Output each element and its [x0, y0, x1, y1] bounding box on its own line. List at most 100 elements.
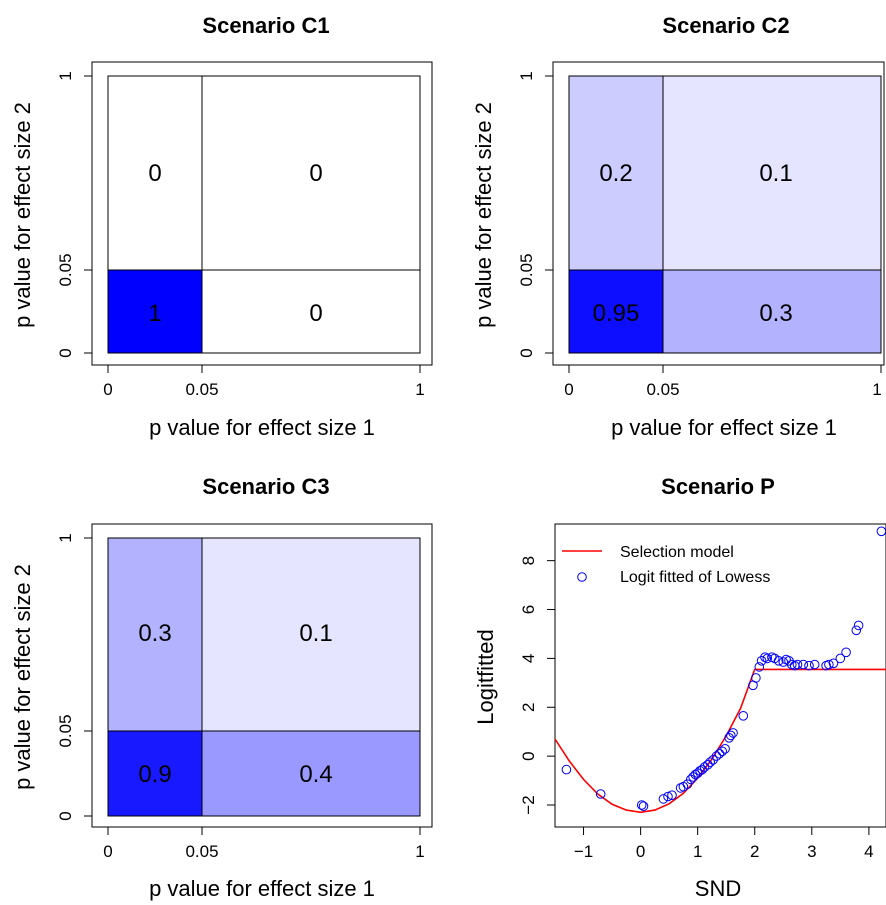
cell-low-low — [107, 269, 203, 354]
x-tick-label: 0 — [103, 380, 112, 399]
y-axis-label: p value for effect size 2 — [10, 564, 35, 790]
cell-value-label: 0.4 — [299, 761, 332, 788]
x-tick-label: 0.05 — [185, 380, 218, 399]
y-tick-label: 1 — [56, 71, 75, 80]
x-tick-label: 4 — [864, 842, 873, 861]
x-axis: −1 0 1 2 3 4 — [574, 826, 874, 861]
lowess-point — [828, 658, 839, 669]
y-axis-label: p value for effect size 2 — [471, 102, 496, 328]
y-axis-label: Logitfitted — [473, 629, 498, 724]
cell-value-label: 0.95 — [593, 300, 640, 327]
lowess-point — [756, 656, 767, 666]
y-tick-label: 0.05 — [517, 253, 536, 286]
lowess-point — [751, 673, 761, 683]
x-axis — [568, 364, 882, 373]
chart-title: Scenario C2 — [662, 13, 789, 38]
x-axis-label: p value for effect size 1 — [149, 415, 375, 440]
cell-high-high — [201, 75, 421, 271]
lowess-point — [728, 728, 738, 738]
chart-title: Scenario P — [661, 474, 775, 499]
legend-label: Selection model — [620, 544, 734, 561]
x-tick-label: 0 — [636, 842, 645, 861]
y-tick-label: 0 — [517, 348, 536, 357]
x-axis — [107, 364, 421, 373]
y-tick-label: −2 — [519, 795, 538, 814]
cell-value-label: 0 — [309, 160, 322, 187]
lowess-point — [697, 764, 708, 775]
y-axis-label: p value for effect size 2 — [10, 102, 35, 328]
selection-model-line — [554, 668, 886, 814]
x-tick-label: 1 — [415, 842, 424, 861]
cell-value-label: 1 — [148, 300, 161, 327]
lowess-point — [773, 656, 784, 666]
lowess-point — [658, 794, 669, 804]
lowess-point — [714, 748, 725, 759]
cell-low-low — [568, 269, 664, 354]
x-tick-label: 0 — [103, 842, 112, 861]
y-axis: −2 0 2 4 6 8 — [519, 556, 556, 815]
y-tick-label: 6 — [519, 605, 538, 614]
lowess-point — [703, 759, 713, 770]
x-tick-label: 0.05 — [646, 380, 679, 399]
x-tick-label: 0 — [564, 380, 573, 399]
x-axis — [107, 826, 421, 835]
x-tick-label: 0.05 — [185, 842, 218, 861]
y-tick-label: 2 — [519, 703, 538, 712]
selection-model-curve — [554, 668, 886, 814]
lowess-point — [778, 657, 789, 667]
heatmap-cells — [107, 537, 421, 817]
cell-value-label: 0.3 — [138, 620, 171, 647]
x-tick-label: 1 — [872, 380, 881, 399]
lowess-point — [726, 730, 736, 741]
lowess-point — [792, 659, 803, 670]
lowess-point — [851, 625, 862, 636]
lowess-point — [699, 762, 710, 772]
cell-high-high — [662, 75, 882, 271]
x-tick-label: 1 — [415, 380, 424, 399]
y-tick-label: 0 — [56, 811, 75, 820]
heatmap-cells — [107, 75, 421, 354]
legend: Selection model Logit fitted of Lowess — [562, 544, 770, 586]
lowess-point — [809, 659, 820, 670]
cell-low-high — [568, 75, 664, 271]
panel-scenario-p: Scenario P −1 0 1 2 3 4 −2 0 2 4 6 8 Selection mod… — [473, 474, 886, 901]
lowess-point — [561, 764, 572, 775]
y-tick-label: 8 — [519, 556, 538, 565]
lowess-point — [738, 711, 749, 721]
lowess-point — [760, 652, 770, 663]
panel-scenario-c3: Scenario C3 0.9 0.4 0.3 0.1 0 0.05 1 p v… — [10, 474, 433, 901]
lowess-point — [636, 800, 647, 810]
cell-low-low — [107, 730, 203, 817]
lowess-point — [705, 757, 716, 768]
y-axis — [84, 75, 93, 354]
lowess-point — [638, 801, 649, 812]
lowess-points — [561, 526, 886, 812]
lowess-point — [853, 620, 864, 631]
lowess-point — [663, 791, 673, 802]
lowess-point — [720, 744, 730, 754]
lowess-point — [762, 653, 773, 664]
y-tick-label: 0 — [519, 751, 538, 760]
y-axis — [84, 537, 93, 817]
lowess-point — [667, 790, 677, 801]
y-tick-label: 0.05 — [56, 714, 75, 747]
chart-title: Scenario C1 — [202, 13, 329, 38]
chart-title: Scenario C3 — [202, 474, 329, 499]
cell-value-label: 0 — [309, 300, 322, 327]
panel-scenario-c2: Scenario C2 0.95 0.3 0.2 0.1 0 0.05 1 p … — [471, 13, 885, 440]
x-tick-label: 2 — [750, 842, 759, 861]
cell-value-label: 0 — [148, 160, 161, 187]
lowess-point — [682, 779, 693, 790]
lowess-point — [798, 659, 809, 670]
y-tick-label: 1 — [517, 71, 536, 80]
legend-label: Logit fitted of Lowess — [620, 569, 770, 586]
lowess-point — [841, 647, 851, 658]
lowess-point — [876, 526, 886, 537]
cell-high-low — [201, 730, 421, 817]
y-tick-label: 4 — [519, 654, 538, 663]
cell-value-label: 0.2 — [599, 160, 632, 187]
y-tick-label: 0 — [56, 348, 75, 357]
panel-scenario-c1: Scenario C1 1 0 0 0 0 0.05 1 p value for… — [10, 13, 433, 440]
lowess-point — [824, 659, 834, 670]
